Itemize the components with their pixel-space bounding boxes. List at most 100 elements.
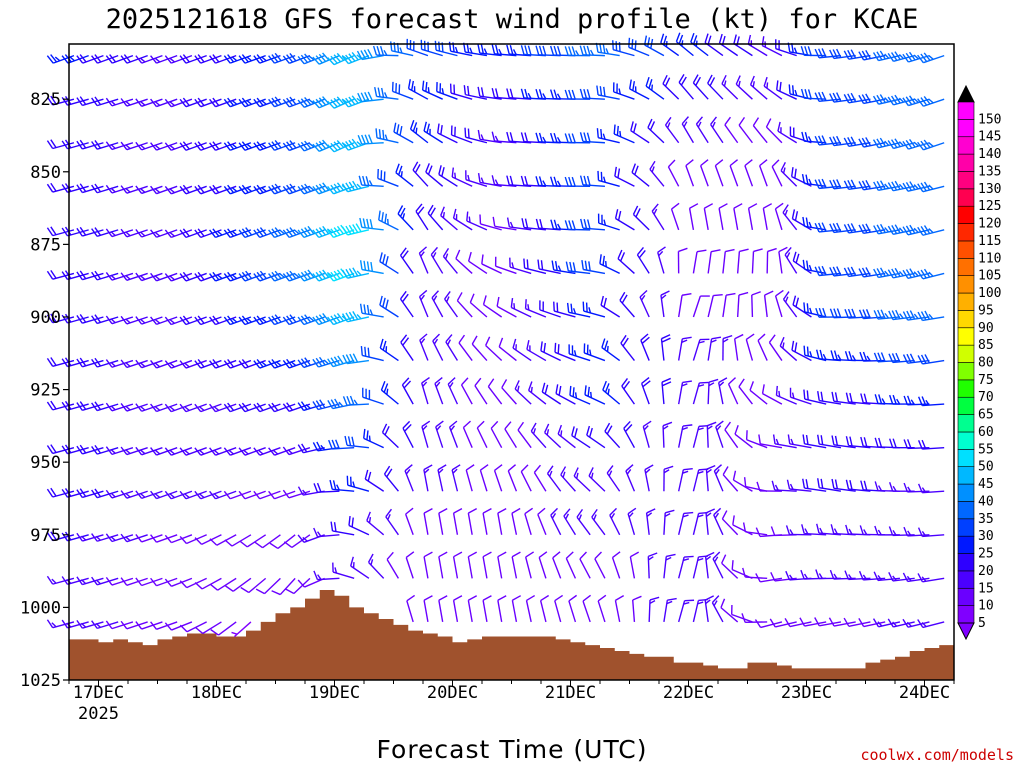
wind-barb-feather <box>348 53 356 62</box>
wind-barb-shaft <box>509 96 532 100</box>
wind-barb-feather <box>920 311 927 321</box>
wind-barb-shaft <box>465 469 473 492</box>
colorbar-tick-label: 80 <box>978 356 994 371</box>
wind-barb-feather <box>711 121 716 128</box>
wind-barb-feather <box>397 205 404 215</box>
wind-barb-feather <box>396 124 400 134</box>
wind-barb-shaft <box>445 341 459 361</box>
wind-barb-feather <box>913 141 919 147</box>
wind-barb-shaft <box>497 600 503 623</box>
wind-barb <box>742 567 768 580</box>
wind-barb-shaft <box>907 621 930 628</box>
wind-barb-shaft <box>677 425 684 448</box>
wind-barb-feather <box>920 354 927 364</box>
wind-barb-feather <box>482 295 487 305</box>
wind-barb-feather <box>599 86 603 96</box>
wind-barb-feather <box>809 351 813 358</box>
wind-barb-shaft <box>231 534 252 547</box>
wind-barb-feather <box>438 41 441 52</box>
wind-barb-feather <box>297 143 305 152</box>
wind-barb <box>843 266 871 278</box>
wind-barb-feather <box>722 334 733 340</box>
wind-barb <box>194 97 222 108</box>
wind-barb-feather <box>304 183 312 192</box>
wind-barb-feather <box>308 186 315 191</box>
wind-barb <box>586 425 606 449</box>
wind-barb-feather <box>79 139 87 149</box>
wind-barb <box>712 551 724 579</box>
wind-barb-feather <box>76 576 83 585</box>
wind-barb-shaft <box>453 217 473 231</box>
x-tick-label: 18DEC <box>191 683 242 703</box>
wind-barb <box>613 124 635 144</box>
wind-barb <box>327 96 355 109</box>
wind-barb-feather <box>599 254 602 264</box>
wind-barb-feather <box>125 187 131 193</box>
wind-barb-feather <box>704 203 714 209</box>
wind-barb-feather <box>560 466 567 476</box>
wind-barb-feather <box>224 539 233 547</box>
wind-barb-feather <box>231 56 238 62</box>
wind-barb-shaft <box>784 254 798 274</box>
wind-barb-feather <box>385 508 393 518</box>
wind-barb-feather <box>261 317 267 323</box>
wind-barb-feather <box>782 204 789 213</box>
wind-barb-feather <box>753 248 763 253</box>
wind-barb-shaft <box>289 229 311 239</box>
wind-barb-feather <box>410 80 415 91</box>
wind-barb-feather <box>560 430 563 437</box>
wind-barb-shaft <box>632 213 650 231</box>
wind-barb-shaft <box>379 347 399 362</box>
wind-barb-shaft <box>111 272 134 281</box>
wind-barb-feather <box>402 420 411 429</box>
wind-barb-feather <box>832 92 838 102</box>
wind-barb-feather <box>164 403 172 413</box>
wind-barb-feather <box>80 535 87 541</box>
wind-barb-feather <box>307 269 315 278</box>
wind-barb-shaft <box>462 427 473 448</box>
wind-barb <box>150 490 178 500</box>
wind-barb-feather <box>847 137 853 147</box>
wind-barb <box>231 621 252 638</box>
wind-barb-feather <box>682 514 689 518</box>
wind-barb-feather <box>924 354 930 364</box>
wind-barb-feather <box>620 252 626 262</box>
wind-barb-shaft <box>497 556 503 579</box>
colorbar-swatch <box>957 414 975 433</box>
wind-barb-feather <box>297 316 305 325</box>
wind-barb-shaft <box>520 471 532 492</box>
wind-barb <box>917 573 945 583</box>
wind-barb-feather <box>890 139 898 148</box>
wind-barb <box>677 336 692 361</box>
wind-barb-shaft <box>52 490 75 498</box>
wind-barb-shaft <box>447 383 459 405</box>
wind-barb-shaft <box>259 447 281 456</box>
wind-barb-feather <box>46 270 54 280</box>
wind-barb-feather <box>661 337 671 343</box>
wind-barb <box>46 226 75 237</box>
wind-barb-feather <box>286 402 293 411</box>
wind-barb-feather <box>61 55 69 64</box>
wind-barb-feather <box>135 316 143 325</box>
wind-barb-feather <box>734 333 744 340</box>
wind-barb-feather <box>105 55 113 64</box>
wind-barb-feather <box>906 353 912 364</box>
wind-barb-feather <box>697 601 704 605</box>
wind-barb-feather <box>336 139 345 148</box>
wind-barb-shaft <box>96 447 119 455</box>
wind-barb-feather <box>179 55 187 64</box>
wind-barb <box>105 228 134 238</box>
wind-barb-feather <box>312 143 320 152</box>
wind-barb-shaft <box>382 431 399 449</box>
colorbar-swatch <box>957 570 975 589</box>
wind-barb-shaft <box>620 342 635 361</box>
wind-barb-feather <box>356 141 362 146</box>
wind-barb <box>434 376 444 405</box>
wind-barb-feather <box>849 392 853 403</box>
wind-barb-feather <box>565 261 570 272</box>
wind-barb-feather <box>164 316 172 325</box>
wind-barb-feather <box>749 381 755 391</box>
wind-barb-feather <box>382 254 386 264</box>
wind-barb-feather <box>651 203 659 212</box>
wind-barb-feather <box>632 81 636 91</box>
